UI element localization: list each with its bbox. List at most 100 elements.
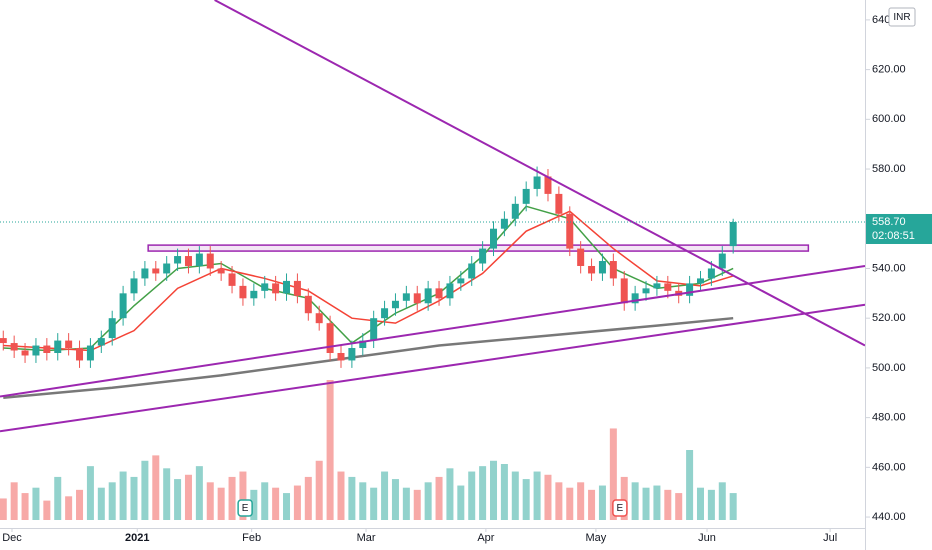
candle-body [283, 280, 291, 294]
candle-body [642, 288, 650, 294]
currency-label: INR [893, 12, 910, 23]
candle-body [304, 295, 312, 314]
volume-bar [97, 487, 105, 520]
x-tick-label: Dec [2, 532, 22, 544]
candle-body [686, 283, 694, 296]
candle-body [544, 176, 552, 194]
x-tick-label: May [586, 532, 607, 544]
candle-body [206, 253, 214, 269]
volume-bar [381, 471, 389, 520]
candle-body [424, 288, 432, 304]
volume-bar [337, 471, 345, 520]
candle-body [381, 308, 389, 319]
volume-bar [54, 476, 62, 520]
candle-body [293, 280, 301, 296]
candle-body [490, 228, 498, 249]
volume-bar [65, 496, 73, 520]
volume-bar [206, 482, 214, 520]
candle-body [163, 263, 171, 274]
volume-bar [544, 474, 552, 520]
candle-body [391, 300, 399, 309]
candle-body [457, 278, 465, 284]
candle-body [500, 218, 508, 229]
candle-body [718, 253, 726, 269]
volume-bar [653, 485, 661, 520]
axis-layer: 440.00460.00480.00500.00520.00540.00560.… [2, 14, 932, 544]
candle-body [588, 265, 596, 274]
x-tick-label: Apr [477, 532, 494, 544]
candle-body [577, 248, 585, 266]
volume-bar [402, 487, 410, 520]
y-tick-label: 540.00 [872, 262, 906, 274]
volume-bar [86, 466, 94, 520]
volume-bar [283, 493, 291, 520]
candle-body [315, 313, 323, 324]
candle-body [413, 293, 421, 304]
volume-bar [32, 487, 40, 520]
y-tick-label: 500.00 [872, 362, 906, 374]
volume-bar [664, 489, 672, 520]
resistance-zone [147, 244, 810, 252]
volume-bar [424, 482, 432, 520]
y-tick-label: 580.00 [872, 163, 906, 175]
candle-body [511, 203, 519, 219]
candle-body [598, 261, 606, 274]
volume-bar [359, 482, 367, 520]
volume-bar [468, 471, 476, 520]
volume-bar [250, 489, 258, 520]
candle-body [86, 345, 94, 361]
volume-bar [10, 482, 18, 520]
candle-body [261, 283, 269, 291]
y-tick-label: 480.00 [872, 412, 906, 424]
volume-bar [631, 482, 639, 520]
candle-body [228, 273, 236, 286]
volume-bar [261, 482, 269, 520]
y-tick-label: 460.00 [872, 461, 906, 473]
last-price-label: 558.70 [872, 216, 906, 228]
last-price-box [866, 213, 932, 244]
volume-bar [729, 493, 737, 520]
candle-body [370, 318, 378, 341]
candle-body [43, 345, 51, 353]
candle-body [184, 256, 192, 266]
volume-bar [696, 487, 704, 520]
candle-body [555, 193, 563, 214]
candle-body [729, 221, 737, 247]
y-tick-label: 440.00 [872, 511, 906, 523]
volume-bar [108, 482, 116, 520]
volume-bar [195, 466, 203, 520]
volume-bar [141, 460, 149, 520]
candle-body [337, 352, 345, 361]
volume-bar [370, 487, 378, 520]
volume-bar [533, 471, 541, 520]
candle-body [0, 338, 7, 344]
candle-body [620, 278, 628, 304]
volume-bar [76, 489, 84, 520]
volume-bar [457, 485, 465, 520]
volume-bar [391, 479, 399, 520]
candle-body [21, 350, 29, 356]
volume-bar [21, 493, 29, 520]
candle-body [359, 340, 367, 349]
candle-body [239, 285, 247, 299]
trendline [214, 0, 866, 347]
volume-bar [174, 479, 182, 520]
volume-bar [522, 479, 530, 520]
earnings-marker [612, 499, 628, 517]
candle-body [326, 323, 334, 353]
candle-body [664, 283, 672, 291]
candle-body [174, 256, 182, 264]
volume-bar [315, 460, 323, 520]
candle-body [566, 213, 574, 249]
countdown-label: 02:08:51 [872, 230, 915, 242]
candle-body [195, 253, 203, 266]
candle-body [631, 293, 639, 304]
earnings-marker [237, 499, 253, 517]
volume-bar [228, 476, 236, 520]
candle-body [54, 340, 62, 353]
candle-body [65, 340, 73, 349]
volume-bar [119, 471, 127, 520]
currency-box[interactable] [888, 7, 916, 27]
volume-bar [348, 476, 356, 520]
